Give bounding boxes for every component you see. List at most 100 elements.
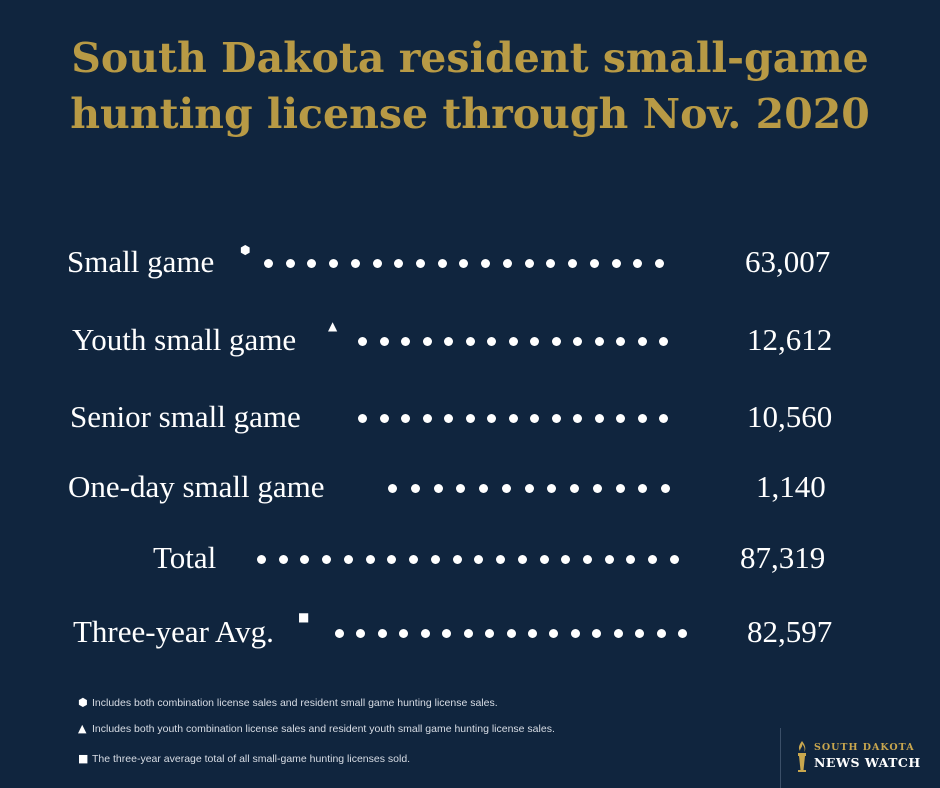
leader-dot [561,554,571,564]
leader-dot [257,554,266,564]
leader-dot [343,554,353,564]
footnote-text: Includes both combination license sales … [92,697,498,709]
leader-dot [508,336,518,346]
row-label: Senior small game [70,399,301,434]
row-label: Three-year Avg. [73,614,274,649]
leader-dot [635,628,645,638]
leader-dot [379,413,389,423]
leader-dot [487,336,496,346]
row-value: 87,319 [740,540,826,575]
leader-dot [570,483,579,493]
leader-dot [615,483,625,493]
leader-dot [459,258,469,268]
leader-dot [506,628,516,638]
leader-dot [358,413,367,423]
leader-dot [416,258,426,268]
leader-dot [285,258,295,268]
leader-dot [530,336,539,346]
row-youth-small-game: Youth small game ▲ 12,612 [0,320,940,360]
leader-dot [420,628,430,638]
leader-dot [524,483,534,493]
leader-dot [613,628,623,638]
logo-line-2: NEWS WATCH [814,755,921,770]
leader-dot [479,483,488,493]
leader-dot [669,554,679,564]
row-total: Total 87,319 [0,538,940,578]
leader-dot [573,336,582,346]
leader-dot [442,628,452,638]
footnote-text: The three-year average total of all smal… [92,753,411,765]
row-label: One-day small game [68,469,325,504]
page-title: South Dakota resident small-game hunting… [40,30,900,142]
row-value: 1,140 [756,469,826,504]
leader-dot [465,413,475,423]
square-icon: ■ [78,752,89,765]
leader-dot [501,483,511,493]
leader-dot [659,413,668,423]
leader-dot [508,413,518,423]
row-value: 12,612 [747,322,833,357]
row-label: Small game [67,244,215,279]
leader-dot [444,413,453,423]
leader-dot [592,628,602,638]
leader-dot [661,483,670,493]
leader-dot [307,258,317,268]
triangle-icon: ▲ [78,722,87,735]
leader-dot [616,336,625,346]
leader-dot [611,258,621,268]
leader-dot [335,628,344,638]
square-icon: ■ [298,610,310,624]
leader-dot [583,554,593,564]
leader-dot [659,336,668,346]
leader-dot [394,258,404,268]
leader-dot [399,628,409,638]
title-line-2: hunting license through Nov. 2020 [70,90,870,138]
leader-dot [377,628,387,638]
row-senior-small-game: Senior small game 10,560 [0,397,940,437]
leader-dot [530,413,539,423]
logo-divider [780,728,781,788]
leader-dot [496,554,506,564]
leader-dot [546,258,556,268]
footnote-triangle: ▲ Includes both youth combination license… [78,721,555,737]
leader-dot [648,554,658,564]
leader-dot [517,554,527,564]
leader-dot [358,336,367,346]
dot-leader [264,257,664,269]
leader-dot [656,628,666,638]
leader-dot [463,628,473,638]
row-value: 63,007 [745,244,831,279]
leader-dot [322,554,332,564]
leader-dot [551,413,561,423]
leader-dot [365,554,375,564]
leader-dot [474,554,484,564]
row-label: Total [153,540,217,575]
leader-dot [444,336,453,346]
leader-dot [430,554,440,564]
leader-dot [350,258,360,268]
torch-icon [798,741,806,772]
leader-dot [626,554,636,564]
leader-dot [329,258,339,268]
leader-dot [594,413,604,423]
row-small-game: Small game ⬢ 63,007 [0,242,940,282]
leader-dot [502,258,512,268]
leader-dot [437,258,447,268]
leader-dot [547,483,557,493]
footnote-text: Includes both youth combination license … [92,723,555,735]
dot-leader [335,627,687,639]
leader-dot [594,336,604,346]
row-label: Youth small game [72,322,297,357]
leader-dot [278,554,288,564]
leader-dot [573,413,582,423]
leader-dot [264,258,273,268]
leader-dot [637,336,647,346]
row-one-day-small-game: One-day small game 1,140 [0,467,940,507]
hexagon-icon: ⬢ [78,696,88,709]
leader-dot [549,628,559,638]
hexagon-icon: ⬢ [240,243,251,257]
leader-dot [589,258,599,268]
leader-dot [616,413,625,423]
leader-dot [401,413,410,423]
leader-dot [604,554,614,564]
